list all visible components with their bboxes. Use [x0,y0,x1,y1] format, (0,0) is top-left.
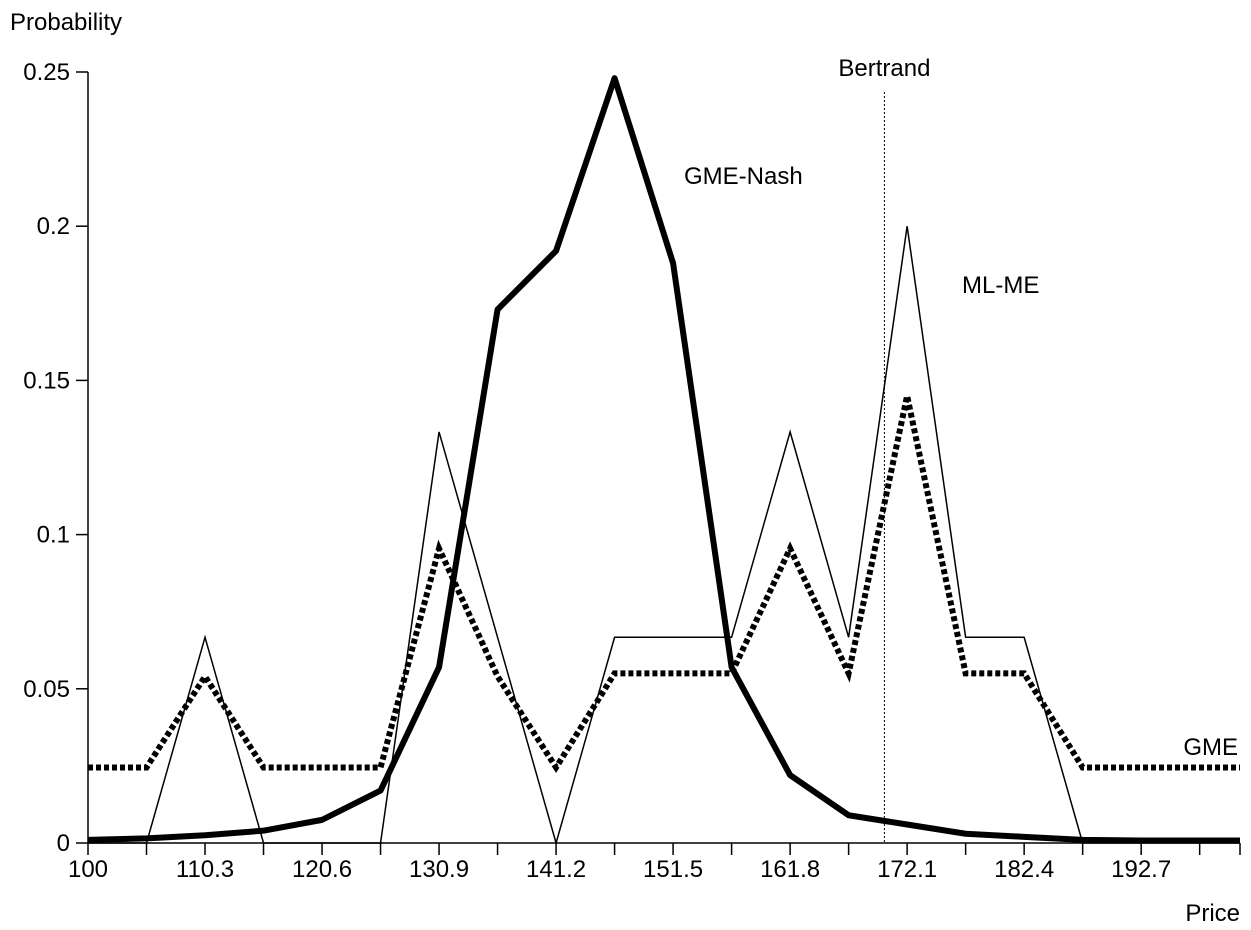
series-label-gme-nash: GME-Nash [684,163,803,190]
labels-group: GME-Nash ML-ME GME [684,163,1238,761]
series-line-gme [88,395,1240,774]
x-tick-label: 120.6 [292,856,352,883]
bertrand-reference: Bertrand [838,55,930,843]
y-tick-label: 0 [57,830,70,857]
x-tick-label: 151.5 [643,856,703,883]
axes: 0 0.05 0.1 0.15 0.2 0.25 100 110.3 120.6 130.9 141… [10,9,1241,927]
x-tick-label: 130.9 [409,856,469,883]
series-label-gme: GME [1183,734,1238,761]
x-tick-label: 192.7 [1111,856,1171,883]
series-line-gme-nash [87,75,1240,844]
series-label-ml-me: ML-ME [962,272,1039,299]
series-group [87,75,1240,846]
y-tick-label: 0.2 [37,213,70,240]
x-tick-label: 110.3 [176,856,234,883]
y-tick-label: 0.15 [23,367,70,394]
bertrand-label: Bertrand [838,55,930,82]
x-tick-label: 172.1 [877,856,937,883]
x-tick-label: 141.2 [526,856,586,883]
y-tick-label: 0.1 [37,522,70,549]
x-axis-title: Price [1185,900,1240,927]
series-line-ml-me [88,226,1240,846]
x-tick-label: 161.8 [760,856,820,883]
y-tick-label: 0.25 [23,59,70,86]
y-tick-label: 0.05 [23,676,70,703]
x-tick-label: 182.4 [994,856,1054,883]
y-axis-title: Probability [10,9,122,36]
x-tick-label: 100 [68,856,108,883]
